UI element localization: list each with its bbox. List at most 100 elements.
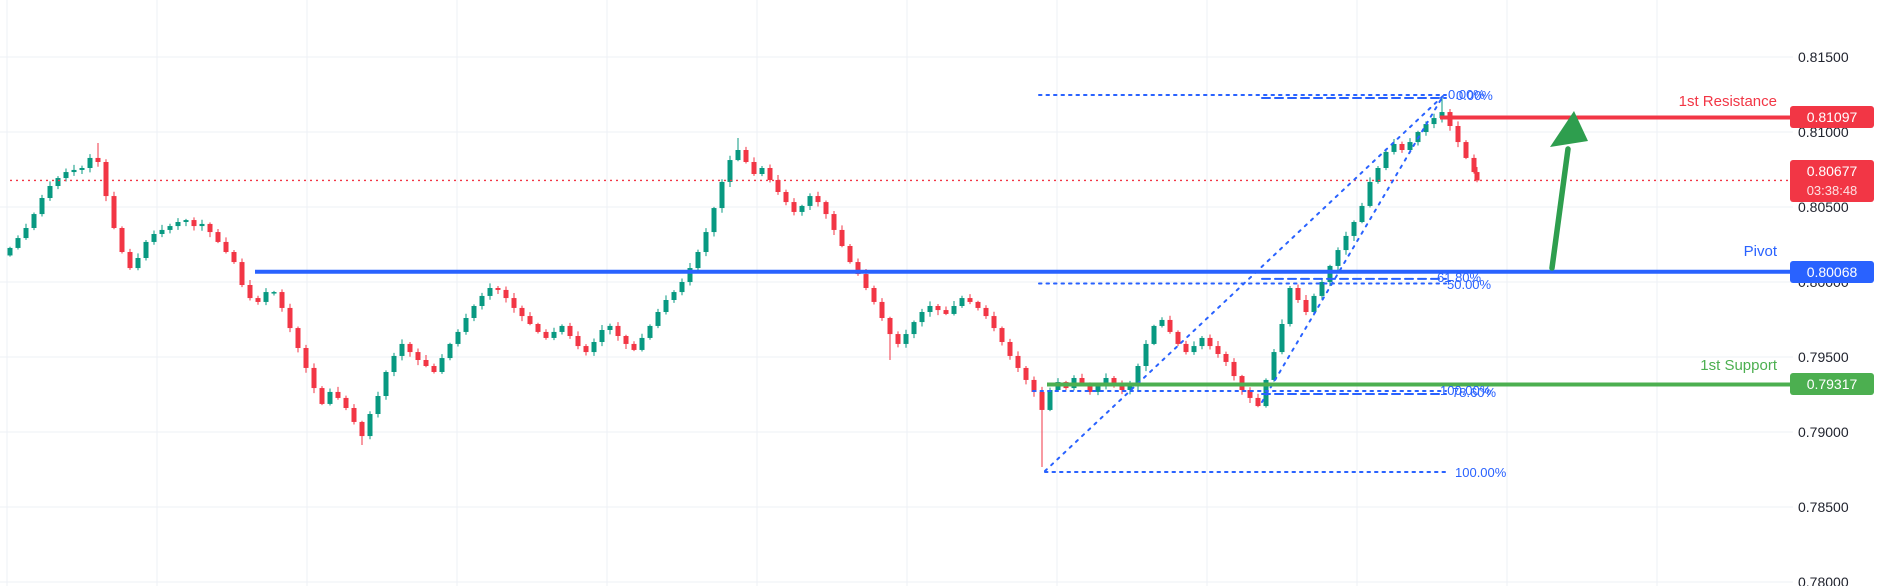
candle-body (1399, 144, 1405, 150)
candle-body (1159, 319, 1165, 326)
candle-body (319, 388, 325, 404)
candle-body (1247, 390, 1253, 398)
candle-body (1303, 300, 1309, 312)
candle-body (1343, 235, 1349, 251)
candle-body (639, 337, 645, 350)
candle-body (479, 295, 485, 306)
candle-body (743, 150, 749, 162)
candle-body (279, 292, 285, 308)
candle-body (1367, 181, 1373, 206)
candle-body (847, 246, 853, 263)
candle-body (751, 162, 757, 174)
candle-body (719, 181, 725, 209)
candle-body (1135, 366, 1141, 386)
level-lines[interactable] (255, 115, 1790, 387)
up-arrow-drawing[interactable] (1549, 111, 1588, 271)
candle-body (1255, 397, 1261, 407)
candle-body (255, 298, 261, 302)
candle-body (863, 274, 869, 288)
candle-body (23, 228, 29, 239)
candle-body (951, 306, 957, 314)
candle-body (1007, 342, 1013, 356)
candle-body (1015, 355, 1021, 368)
candle-body (783, 192, 789, 203)
candle-body (983, 307, 989, 317)
candle-body (815, 196, 821, 203)
candle-body (727, 160, 733, 182)
candle-body (1279, 324, 1285, 353)
candle-body (1095, 385, 1101, 392)
candle-body (1223, 354, 1229, 362)
candle-body (47, 186, 53, 198)
candle-body (151, 234, 157, 242)
candle-body (303, 348, 309, 368)
candle-body (487, 288, 493, 296)
candle-body (311, 367, 317, 389)
candle-body (7, 247, 13, 256)
resistance-label: 1st Resistance (1678, 93, 1777, 110)
candle-body (143, 241, 149, 258)
candle-body (87, 157, 93, 168)
candle-body (287, 307, 293, 329)
candle-body (263, 292, 269, 302)
candle-body (135, 258, 141, 269)
candlestick-series (7, 96, 1480, 467)
candle-body (879, 301, 885, 318)
candle-body (519, 307, 525, 317)
arrow-shaft[interactable] (1549, 146, 1571, 271)
candle-body (583, 346, 589, 353)
candle-body (711, 208, 717, 233)
candle-body (655, 312, 661, 326)
candle-body (1111, 378, 1117, 384)
fib-trendline[interactable] (1261, 95, 1444, 403)
candle-body (223, 241, 229, 252)
candle-body (575, 336, 581, 347)
candle-body (839, 229, 845, 246)
axis-price-label: 0.78500 (1798, 499, 1849, 515)
fib-trendline[interactable] (1044, 95, 1444, 472)
candle-body (239, 262, 245, 285)
candle-body (943, 310, 949, 314)
axis-price-label: 0.79500 (1798, 349, 1849, 365)
candle-body (1087, 384, 1093, 392)
support-label: 1st Support (1700, 357, 1777, 374)
candle-body (631, 343, 637, 350)
pivot-price-plate: 0.80068 (1790, 261, 1874, 283)
fibonacci-retracement-lines[interactable] (1032, 93, 1451, 474)
candle-body (919, 312, 925, 323)
candle-body (791, 202, 797, 212)
candle-body (191, 220, 197, 227)
candle-body (383, 372, 389, 396)
candle-body (439, 358, 445, 372)
candle-body (79, 168, 85, 170)
candle-body (159, 229, 165, 234)
fib-level-label: 50.00% (1447, 277, 1492, 293)
candle-body (431, 366, 437, 372)
candle-body (823, 202, 829, 215)
candle-body (1151, 325, 1157, 344)
arrow-head[interactable] (1550, 111, 1588, 147)
candle-body (327, 391, 333, 404)
candle-body (183, 220, 189, 222)
axis-price-label: 0.79000 (1798, 424, 1849, 440)
candle-body (623, 336, 629, 344)
candle-body (471, 306, 477, 318)
candle-body (511, 298, 517, 308)
candle-body (1351, 222, 1357, 236)
candle-body (1474, 172, 1480, 181)
current-price-plate: 0.80677 03:38:48 (1790, 160, 1874, 202)
candle-body (959, 298, 965, 306)
axis-price-label: 0.78000 (1798, 574, 1849, 586)
candle-body (503, 289, 509, 299)
candle-body (31, 214, 37, 228)
candle-body (63, 172, 69, 179)
candle-body (215, 232, 221, 242)
candle-body (1119, 384, 1125, 390)
candle-body (1439, 112, 1445, 119)
candle-body (343, 397, 349, 408)
resistance-price-plate: 0.81097 (1790, 106, 1874, 128)
candle-body (559, 325, 565, 332)
support-price-plate: 0.79317 (1790, 373, 1874, 395)
